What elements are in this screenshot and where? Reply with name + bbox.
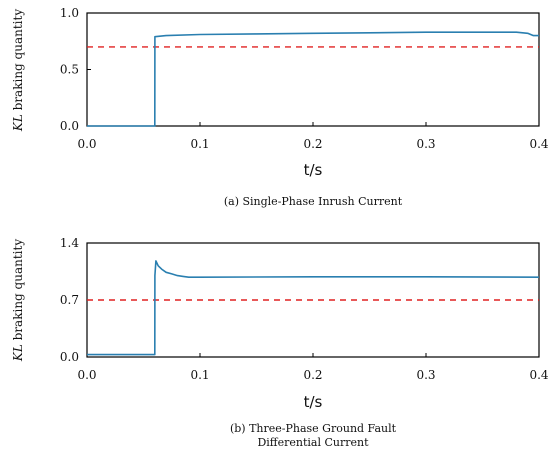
- xtick-label: 0.4: [529, 368, 548, 382]
- ytick-label: 0.0: [60, 119, 79, 133]
- ytick-label: 0.5: [60, 63, 79, 77]
- xtick-label: 0.2: [303, 137, 322, 151]
- xtick-label: 0.4: [529, 137, 548, 151]
- ylabel-a: KL braking quantity: [11, 9, 25, 132]
- xtick-labels-a: 0.0 0.1 0.2 0.3 0.4: [77, 137, 548, 151]
- ytick-label: 1.4: [60, 236, 79, 250]
- panel-a: 0.0 0.5 1.0 0.0 0.1 0.2 0.3 0.4 KL braking qua…: [11, 6, 549, 208]
- xlabel-b: t/s: [304, 393, 323, 411]
- ytick-labels-a: 0.0 0.5 1.0: [60, 6, 79, 133]
- ytick-label: 0.7: [60, 293, 79, 307]
- caption-b-line1: (b) Three-Phase Ground Fault: [230, 422, 397, 435]
- xtick-label: 0.2: [303, 368, 322, 382]
- xtick-labels-b: 0.0 0.1 0.2 0.3 0.4: [77, 368, 548, 382]
- signal-line-b: [87, 260, 540, 356]
- ticks-a: [86, 12, 540, 127]
- xtick-label: 0.0: [77, 368, 96, 382]
- ytick-label: 1.0: [60, 6, 79, 20]
- xtick-label: 0.0: [77, 137, 96, 151]
- xlabel-a: t/s: [304, 161, 323, 179]
- ytick-label: 0.0: [60, 350, 79, 364]
- xtick-label: 0.3: [416, 137, 435, 151]
- ytick-labels-b: 0.0 0.7 1.4: [60, 236, 79, 364]
- xtick-label: 0.3: [416, 368, 435, 382]
- xtick-label: 0.1: [190, 368, 209, 382]
- panel-b: 0.0 0.7 1.4 0.0 0.1 0.2 0.3 0.4 KL braking qua…: [11, 236, 549, 449]
- caption-a: (a) Single-Phase Inrush Current: [224, 195, 403, 208]
- ylabel-b: KL braking quantity: [11, 239, 25, 362]
- signal-line-a: [87, 31, 539, 127]
- caption-b-line2: Differential Current: [257, 436, 369, 449]
- xtick-label: 0.1: [190, 137, 209, 151]
